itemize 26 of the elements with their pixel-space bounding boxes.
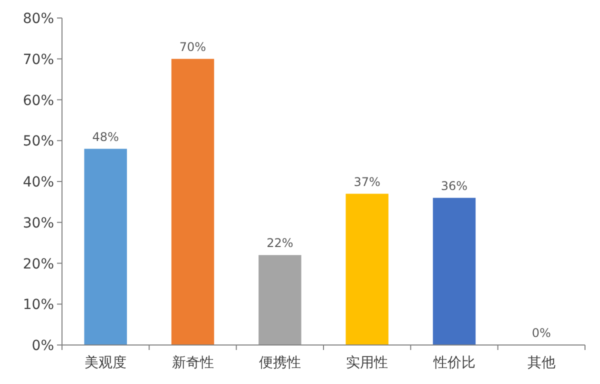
bar <box>346 194 388 345</box>
y-tick-label: 30% <box>22 215 54 232</box>
bar <box>432 198 476 345</box>
y-tick-label: 70% <box>22 52 54 68</box>
y-tick-label: 10% <box>22 297 54 314</box>
bar <box>171 58 214 345</box>
x-tick-label: 实用性 <box>346 355 388 371</box>
data-label: 48% <box>92 130 119 144</box>
data-label: 0% <box>532 326 551 340</box>
bar <box>84 148 127 345</box>
y-tick-label: 50% <box>22 134 54 150</box>
y-tick-label: 40% <box>22 174 54 190</box>
x-tick-label: 便携性 <box>258 355 301 371</box>
data-label: 37% <box>354 174 380 189</box>
data-label: 70% <box>179 40 206 54</box>
x-tick-label: 美观度 <box>84 355 127 371</box>
data-label: 36% <box>440 178 468 193</box>
y-tick-label: 60% <box>22 92 54 109</box>
x-tick-label: 性价比 <box>432 355 476 371</box>
y-tick-label: 0% <box>32 338 54 354</box>
bar <box>258 255 302 345</box>
x-tick-label: 新奇性 <box>172 355 214 371</box>
x-tick-label: 其他 <box>527 355 556 371</box>
data-label: 22% <box>266 236 294 250</box>
y-tick-label: 80% <box>22 11 54 27</box>
y-tick-label: 20% <box>22 256 54 272</box>
